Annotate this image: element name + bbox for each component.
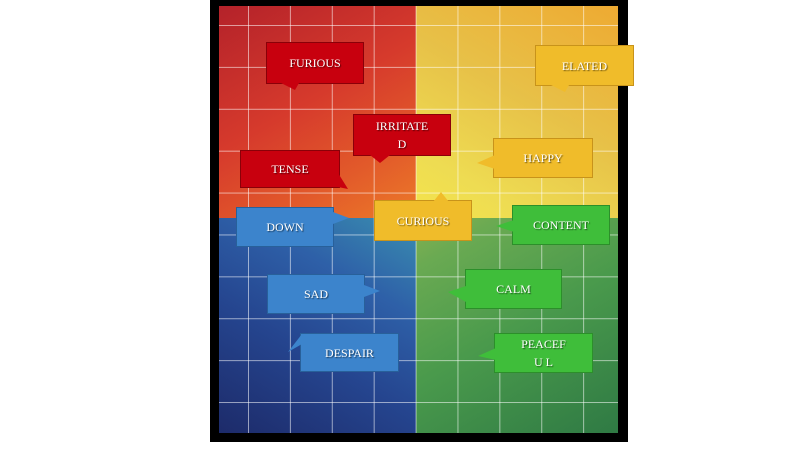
callout-furious: FURIOUS <box>266 42 364 90</box>
callout-label: CALM <box>496 282 531 296</box>
callout-down: DOWN <box>236 207 349 247</box>
callout-label: CONTENT <box>533 218 589 232</box>
callout-calm: CALM <box>448 269 562 309</box>
callout-label: DOWN <box>266 220 304 234</box>
callout-label: PEACEFU L <box>521 337 566 369</box>
callout-peaceful: PEACEFU L <box>478 333 593 373</box>
callout-curious: CURIOUS <box>374 192 472 241</box>
callout-label: ELATED <box>561 58 608 73</box>
callout-label: TENSE <box>271 162 309 176</box>
callout-label: DESPAIR <box>325 345 374 360</box>
callout-content: CONTENT <box>496 205 610 245</box>
callout-label: IRRITATE D <box>375 119 429 151</box>
callout-happy: HAPPY <box>477 138 593 178</box>
callout-despair: DESPAIR <box>288 333 399 372</box>
callout-label: HAPPY <box>523 151 563 165</box>
callout-label: SAD <box>303 287 328 301</box>
callout-elated: ELATED <box>535 45 634 92</box>
callout-irritated: IRRITATE D <box>353 114 451 163</box>
callout-sad: SAD <box>267 274 380 314</box>
callout-tense: TENSE <box>240 150 348 189</box>
callout-label: CURIOUS <box>396 213 450 228</box>
callout-label: FURIOUS <box>289 56 341 70</box>
